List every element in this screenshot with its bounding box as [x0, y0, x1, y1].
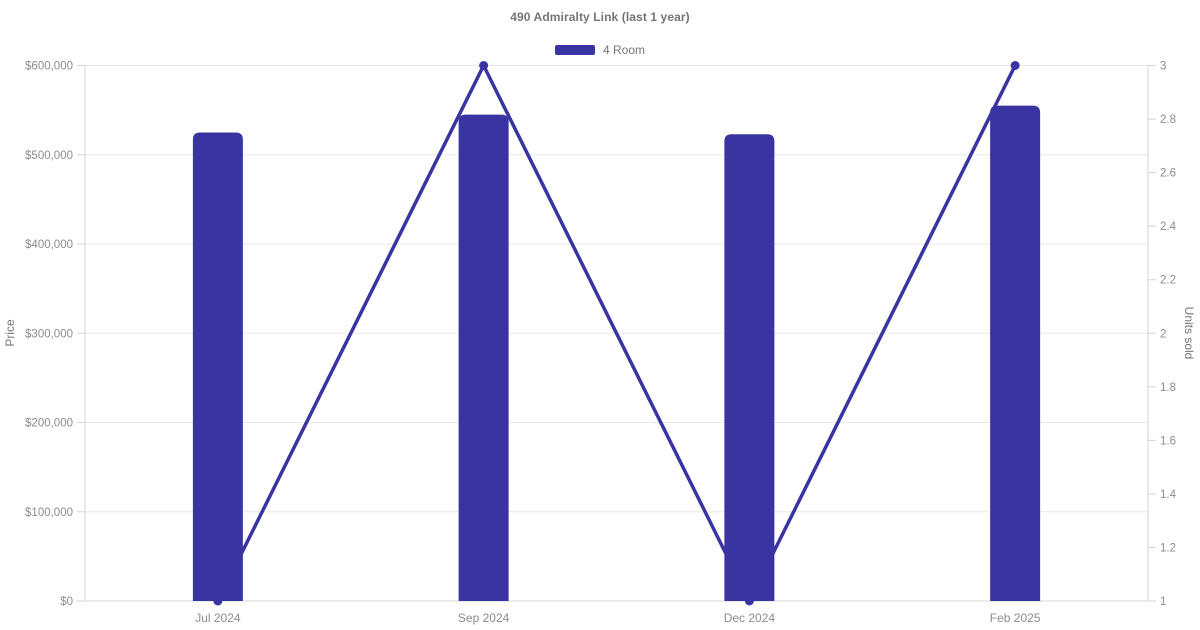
x-axis-label-sep-2024: Sep 2024: [458, 611, 510, 625]
right-axis-tick-label: 2.4: [1160, 221, 1177, 233]
left-axis-tick-label: $100,000: [25, 507, 73, 519]
legend-label: 4 Room: [602, 43, 646, 57]
legend-swatch-icon: [554, 45, 595, 55]
right-axis-tick-label: 2.6: [1160, 168, 1176, 180]
price-bar-feb-2025[interactable]: [990, 105, 1041, 601]
x-axis-label-feb-2025: Feb 2025: [990, 611, 1041, 625]
chart-title: 490 Admiralty Link (last 1 year): [510, 10, 690, 24]
x-axis-label-jul-2024: Jul 2024: [195, 611, 241, 625]
legend-item-4-room[interactable]: 4 Room: [554, 43, 646, 57]
left-axis-tick-label: $0: [60, 596, 73, 608]
price-bar-jul-2024[interactable]: [192, 132, 243, 601]
right-axis-tick-label: 1.2: [1160, 542, 1176, 554]
left-axis-tick-label: $400,000: [25, 239, 73, 251]
right-axis-tick-label: 3: [1160, 61, 1166, 73]
right-axis-tick-label: 2: [1160, 328, 1166, 340]
right-axis-tick-label: 1.6: [1160, 435, 1176, 447]
right-axis-tick-label: 2.8: [1160, 114, 1176, 126]
right-axis-tick-label: 1: [1160, 596, 1166, 608]
right-axis-tick-label: 1.8: [1160, 382, 1176, 394]
left-axis-tick-label: $300,000: [25, 328, 73, 340]
left-axis-tick-label: $600,000: [25, 61, 73, 73]
right-axis-tick-label: 2.2: [1160, 275, 1176, 287]
units-sold-line[interactable]: [216, 63, 1017, 603]
line-point-sep-2024[interactable]: [479, 61, 489, 70]
price-bar-dec-2024[interactable]: [724, 134, 775, 601]
right-axis-tick-label: 1.4: [1160, 489, 1177, 501]
left-axis-tick-label: $500,000: [25, 150, 73, 162]
y-axis-title-price: Price: [3, 319, 17, 347]
y-axis-title-units-sold: Units sold: [1182, 306, 1196, 360]
legend: 4 Room: [0, 43, 1200, 57]
x-axis-label-dec-2024: Dec 2024: [724, 611, 776, 625]
line-point-feb-2025[interactable]: [1010, 61, 1020, 70]
price-bar-sep-2024[interactable]: [458, 114, 509, 602]
left-axis-tick-label: $200,000: [25, 418, 73, 430]
